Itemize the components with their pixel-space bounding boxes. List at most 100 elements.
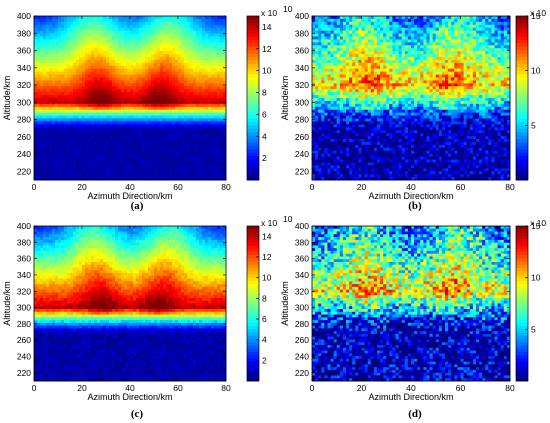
heat-cell <box>70 136 74 140</box>
heat-cell <box>118 62 122 67</box>
heat-cell <box>115 86 119 90</box>
heat-cell <box>352 86 356 90</box>
heat-cell <box>205 109 209 114</box>
heat-cell <box>157 153 161 157</box>
heat-cell <box>358 159 362 163</box>
heat-cell <box>73 156 77 160</box>
heat-cell <box>315 139 319 143</box>
heat-cell <box>172 57 176 61</box>
heat-cell <box>358 95 362 99</box>
heat-cell <box>217 27 221 32</box>
heat-cell <box>76 33 80 37</box>
heat-cell <box>109 147 113 152</box>
heat-cell <box>145 57 149 61</box>
heat-cell <box>61 103 65 108</box>
heat-cell <box>318 95 322 99</box>
heat-cell <box>82 109 86 114</box>
heat-cell <box>346 92 350 96</box>
heat-cell <box>370 133 375 137</box>
heat-cell <box>43 68 47 73</box>
heat-cell <box>118 171 122 175</box>
heat-cell <box>52 65 56 70</box>
heat-cell <box>145 171 149 175</box>
heat-cell <box>52 168 56 172</box>
heat-cell <box>178 165 182 169</box>
heat-cell <box>142 30 146 34</box>
heat-cell <box>91 57 95 61</box>
heat-cell <box>46 68 50 73</box>
heat-cell <box>327 62 331 67</box>
heat-cell <box>61 30 65 34</box>
heat-cell <box>136 24 140 29</box>
heat-cell <box>336 57 341 61</box>
heat-cell <box>346 16 350 20</box>
heat-cell <box>217 24 221 29</box>
heat-cell <box>148 42 152 46</box>
heat-cell <box>91 45 95 49</box>
heat-cell <box>211 21 215 26</box>
heat-cell <box>196 165 200 169</box>
heat-cell <box>315 141 319 146</box>
heat-cell <box>163 136 167 140</box>
heat-cell <box>324 42 328 46</box>
heat-cell <box>76 24 80 29</box>
heat-cell <box>85 106 89 111</box>
heat-cell <box>376 95 381 99</box>
heat-cell <box>61 112 65 116</box>
heat-cell <box>318 103 322 108</box>
heat-cell <box>342 136 347 140</box>
heat-cell <box>217 133 221 137</box>
heat-cell <box>100 139 104 143</box>
heat-cell <box>136 118 140 122</box>
heat-cell <box>318 30 322 34</box>
heat-cell <box>100 98 104 102</box>
heat-cell <box>205 36 209 40</box>
heat-cell <box>327 103 331 108</box>
heat-cell <box>73 118 77 122</box>
heat-cell <box>367 92 372 96</box>
heat-cell <box>109 92 113 96</box>
heat-cell <box>37 106 41 111</box>
y-tick-label: 400 <box>17 11 31 21</box>
heat-cell <box>115 153 119 157</box>
heat-cell <box>34 133 38 137</box>
heat-cell <box>148 106 152 111</box>
heat-cell <box>52 177 56 181</box>
heat-cell <box>121 115 125 119</box>
heat-cell <box>124 165 128 169</box>
heat-cell <box>79 124 83 128</box>
heat-cell <box>166 24 170 29</box>
heat-cell <box>73 150 77 155</box>
heat-cell <box>67 27 71 32</box>
heat-cell <box>76 86 80 90</box>
heat-cell <box>196 100 200 105</box>
heat-cell <box>205 27 209 32</box>
heat-cell <box>34 171 38 175</box>
heat-cell <box>346 74 350 78</box>
heat-cell <box>327 121 331 125</box>
heat-cell <box>166 165 170 169</box>
heat-cell <box>223 33 227 37</box>
heat-cell <box>211 89 215 93</box>
heat-cell <box>196 77 200 81</box>
heat-cell <box>73 115 77 119</box>
heat-cell <box>148 36 152 40</box>
heat-cell <box>196 42 200 46</box>
heat-cell <box>364 112 369 116</box>
heat-cell <box>181 139 185 143</box>
heat-cell <box>58 136 62 140</box>
heat-cell <box>130 21 134 26</box>
heat-cell <box>330 39 335 43</box>
heat-cell <box>55 139 59 143</box>
heat-cell <box>148 62 152 67</box>
heat-cell <box>91 112 95 116</box>
heat-cell <box>373 159 378 163</box>
heat-cell <box>94 95 98 99</box>
heat-cell <box>103 30 107 34</box>
heat-cell <box>163 16 167 20</box>
heat-cell <box>124 45 128 49</box>
heat-cell <box>124 71 128 75</box>
heat-cell <box>352 57 356 61</box>
heat-cell <box>130 16 134 20</box>
heat-cell <box>172 65 176 70</box>
